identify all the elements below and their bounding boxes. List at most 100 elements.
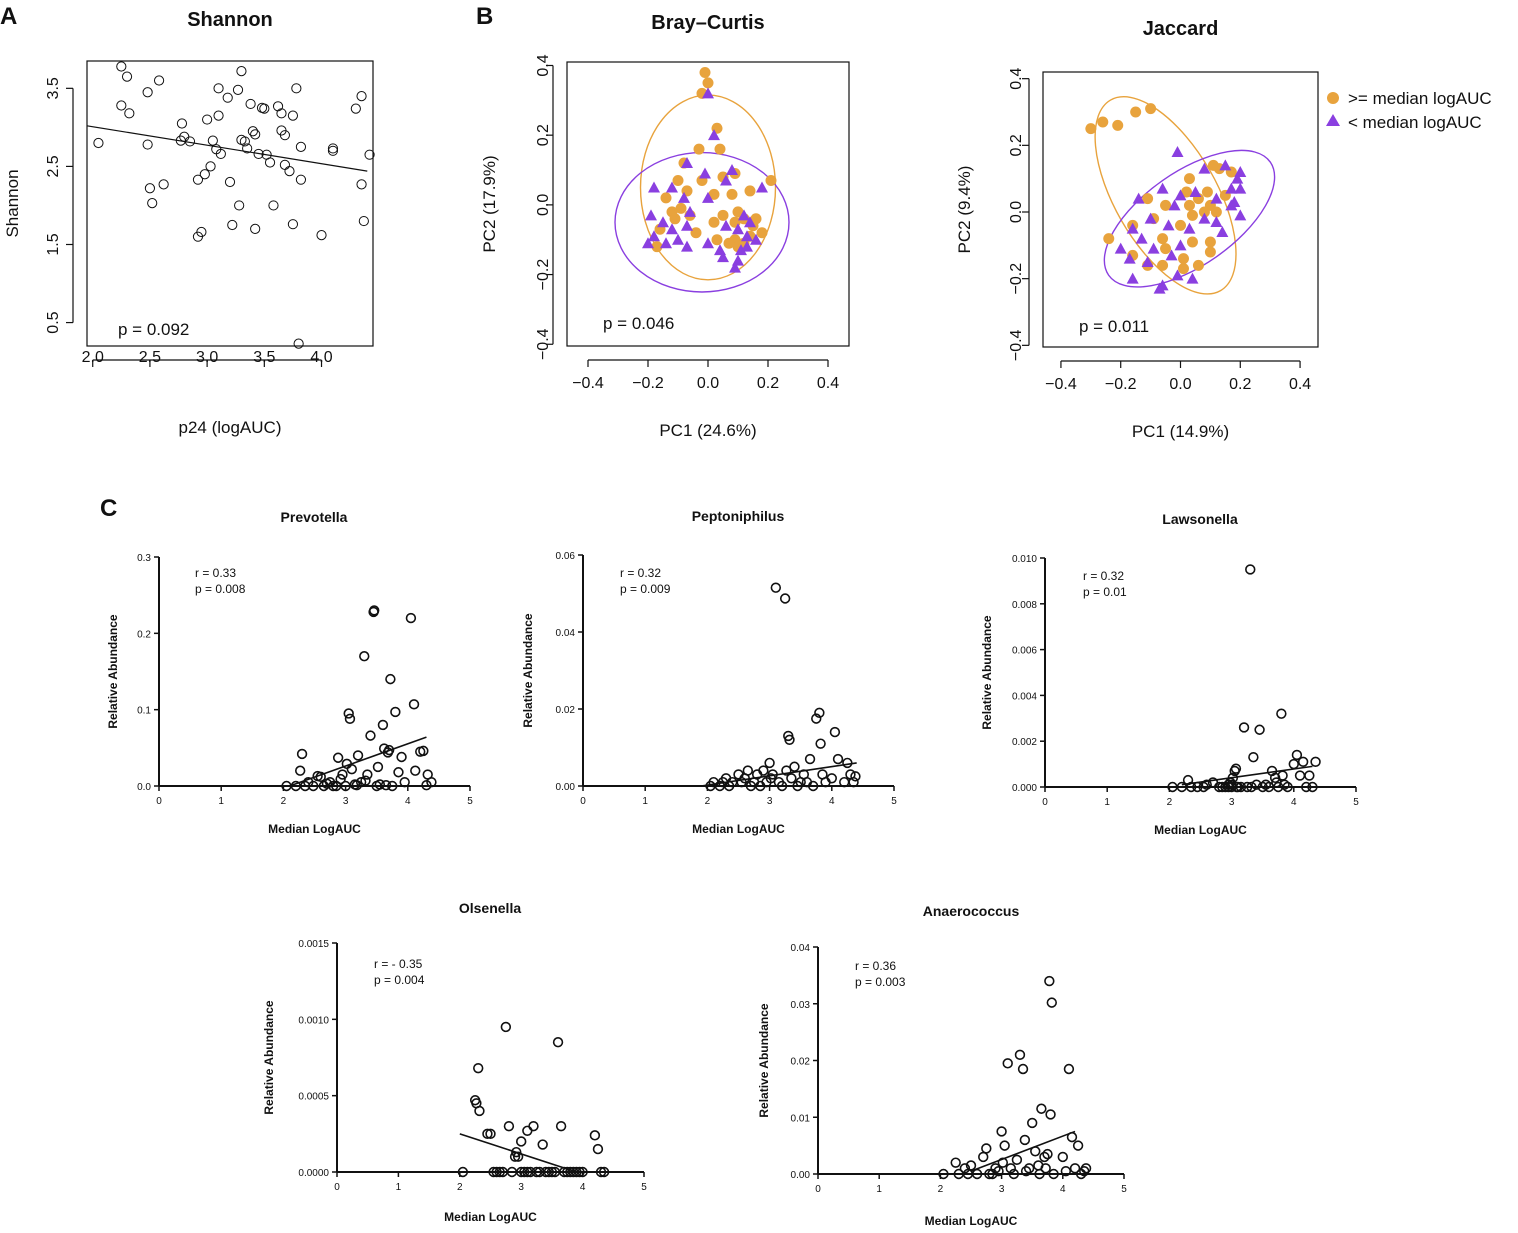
- jaccard-point-low: [1234, 209, 1247, 221]
- lawsonella-point: [1198, 781, 1209, 793]
- prevotella-y-tick-label: 0.3: [137, 553, 151, 564]
- peptoniphilus-r-value: r = 0.32: [620, 566, 661, 580]
- jaccard-point-high: [1177, 253, 1189, 265]
- prevotella-point: [426, 776, 437, 788]
- lawsonella-x-tick-label: 5: [1353, 797, 1359, 808]
- peptoniphilus-y-tick-label: 0.00: [556, 782, 576, 793]
- shannon-point: [147, 198, 158, 209]
- jaccard-point-low: [1234, 182, 1247, 194]
- jaccard-y-tick-label: −0.2: [1008, 263, 1025, 295]
- anaerococcus-point: [965, 1160, 977, 1171]
- bray-point-low: [666, 223, 678, 235]
- jaccard-point-low: [1174, 239, 1187, 251]
- anaerococcus-point: [1048, 1168, 1059, 1180]
- prevotella-point: [296, 748, 308, 760]
- prevotella-point: [359, 651, 370, 662]
- jaccard-plot: Jaccard −0.4 −0.2 0.0 0.2 0.4 −0.4 −0.2 0.0 0.2 0.…: [955, 18, 1319, 441]
- bray-point-low: [642, 237, 654, 249]
- lawsonella-p-value: p = 0.01: [1083, 585, 1127, 599]
- bray-x-tick-label: 0.0: [697, 375, 719, 392]
- prevotella-point: [360, 775, 371, 786]
- bray-point-high: [672, 174, 684, 186]
- olsenella-point: [503, 1120, 515, 1132]
- bray-plot-frame: [566, 61, 850, 347]
- olsenella-x-tick-label: 4: [580, 1182, 586, 1193]
- lawsonella-x-tick-label: 1: [1104, 797, 1110, 808]
- olsenella-point: [555, 1120, 567, 1132]
- jaccard-point-low: [1225, 199, 1238, 211]
- shannon-p-value: p = 0.092: [118, 320, 189, 339]
- shannon-point: [205, 161, 216, 172]
- jaccard-x-axis-label: PC1 (14.9%): [1132, 422, 1229, 441]
- shannon-point: [276, 108, 287, 119]
- prevotella-y-tick-label: 0.0: [137, 782, 151, 793]
- bray-point-low: [681, 240, 693, 252]
- jaccard-point-high: [1204, 236, 1216, 248]
- shannon-point: [93, 137, 104, 149]
- anaerococcus-point: [1036, 1103, 1047, 1114]
- lawsonella-x-axis-label: Median LogAUC: [1154, 823, 1247, 837]
- shannon-point: [153, 75, 165, 86]
- olsenella-p-value: p = 0.004: [374, 973, 425, 987]
- bray-point-low: [732, 223, 744, 235]
- olsenella-point: [595, 1166, 607, 1178]
- bray-point-high: [690, 227, 702, 239]
- prevotella-point: [362, 769, 373, 780]
- anaerococcus-point: [1072, 1140, 1084, 1151]
- lawsonella-point: [1301, 781, 1312, 793]
- anaerococcus-y-tick-label: 0.02: [791, 1057, 811, 1068]
- bray-point-low: [741, 240, 753, 252]
- shannon-point: [239, 136, 250, 147]
- olsenella-y-tick-label: 0.0005: [298, 1092, 329, 1103]
- shannon-point: [284, 165, 295, 177]
- bray-point-low: [720, 219, 732, 231]
- peptoniphilus-point: [779, 593, 791, 604]
- jaccard-ellipse-low: [1103, 149, 1276, 288]
- shannon-point: [142, 139, 153, 150]
- olsenella-point: [519, 1166, 530, 1178]
- anaerococcus-title: Anaerococcus: [923, 903, 1020, 919]
- peptoniphilus-point: [807, 780, 819, 792]
- shannon-point: [356, 91, 367, 102]
- jaccard-point-high: [1112, 119, 1124, 131]
- peptoniphilus-x-tick-label: 0: [580, 796, 586, 807]
- prevotella-point: [410, 765, 421, 776]
- lawsonella-y-axis-label: Relative Abundance: [980, 615, 994, 730]
- jaccard-point-high: [1130, 106, 1142, 118]
- shannon-point: [116, 61, 127, 72]
- shannon-point: [272, 101, 284, 112]
- shannon-point: [364, 149, 375, 160]
- shannon-point: [358, 215, 369, 227]
- jaccard-point-low: [1198, 212, 1211, 224]
- panel-label-b: B: [476, 3, 493, 30]
- shannon-point: [116, 100, 127, 111]
- shannon-point: [259, 103, 270, 114]
- anaerococcus-point: [978, 1151, 989, 1163]
- peptoniphilus-point: [811, 713, 822, 724]
- jaccard-point-high: [1175, 219, 1186, 231]
- prevotella-point: [327, 780, 339, 792]
- jaccard-point-low: [1231, 172, 1244, 184]
- olsenella-y-tick-label: 0.0010: [298, 1015, 329, 1026]
- olsenella-point: [473, 1062, 484, 1074]
- panel-label-a: A: [0, 3, 17, 30]
- shannon-point: [213, 83, 224, 94]
- olsenella-x-tick-label: 5: [641, 1182, 647, 1193]
- bray-point-low: [666, 181, 678, 193]
- shannon-x-axis-label: p24 (logAUC): [179, 418, 282, 437]
- anaerococcus-point: [1008, 1168, 1020, 1180]
- anaerococcus-point: [993, 1165, 1004, 1177]
- prevotella-point: [346, 764, 358, 775]
- lawsonella-y-tick-label: 0.006: [1012, 646, 1037, 657]
- shannon-point: [179, 131, 190, 142]
- shannon-point: [142, 87, 153, 98]
- peptoniphilus-point: [826, 773, 837, 784]
- bray-point-low: [678, 191, 690, 203]
- bray-p-value: p = 0.046: [603, 314, 674, 333]
- lawsonella-y-tick-label: 0.010: [1012, 554, 1037, 565]
- peptoniphilus-y-tick-label: 0.06: [556, 551, 576, 562]
- bray-y-tick-label: −0.2: [535, 259, 552, 291]
- prevotella-plot: Prevotella 0 1 2 3 4 5 0.0 0.1 0.2 0.3 Median LogAU…: [106, 509, 473, 836]
- lawsonella-point: [1282, 781, 1293, 793]
- anaerococcus-point: [981, 1143, 992, 1154]
